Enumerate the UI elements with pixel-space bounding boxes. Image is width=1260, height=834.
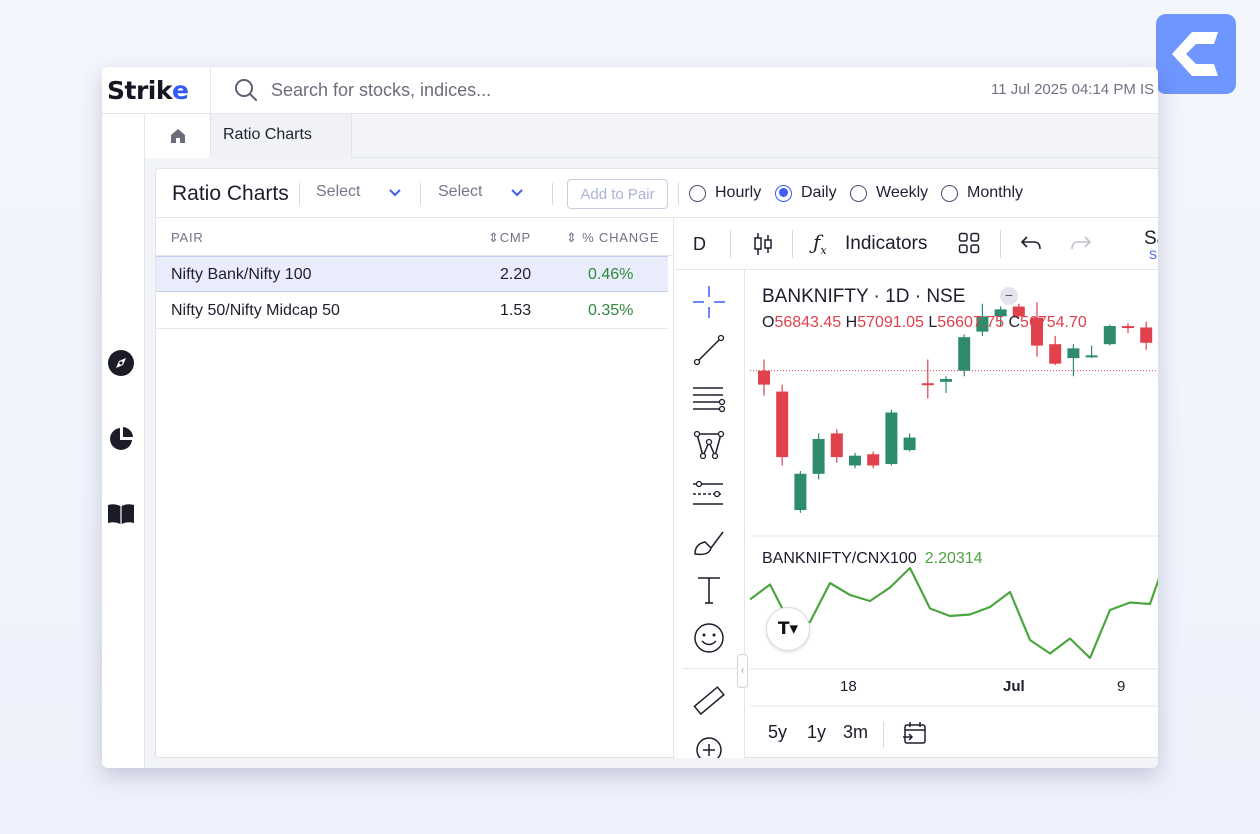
radio-daily[interactable]: Daily <box>775 184 837 202</box>
candle-body <box>794 473 807 511</box>
page-title: Ratio Charts <box>172 182 289 205</box>
left-sidebar <box>102 114 145 768</box>
candle-body <box>958 337 971 371</box>
strike-app-logo <box>1156 14 1236 94</box>
drawing-toolbar: ‹ <box>675 270 748 758</box>
layout-grid-icon[interactable] <box>958 232 980 260</box>
tradingview-icon: T▾ <box>777 619 799 639</box>
collapse-toolbar-handle[interactable]: ‹ <box>737 654 748 688</box>
datetime-display: 11 Jul 2025 04:14 PM IS <box>991 81 1155 98</box>
chevron-down-icon[interactable] <box>388 188 402 198</box>
tabs-bar: Ratio Charts <box>145 114 1158 158</box>
main-content: Ratio Charts Select Select Add to Pair H… <box>145 158 1158 768</box>
interval-button[interactable]: D <box>693 234 706 254</box>
indicators-button[interactable]: Indicators <box>845 233 928 254</box>
ruler-icon[interactable] <box>691 684 727 720</box>
x-tick-label: 18 <box>840 678 857 695</box>
candle-body <box>1122 326 1134 329</box>
radio-hourly[interactable]: Hourly <box>689 184 761 202</box>
compass-icon[interactable] <box>107 349 135 382</box>
candles-icon[interactable] <box>753 231 773 263</box>
range-1y-button[interactable]: 1y <box>807 722 827 742</box>
candle-body <box>903 437 916 451</box>
tradingview-logo[interactable]: T▾ <box>766 607 810 651</box>
pie-chart-icon[interactable] <box>107 425 135 458</box>
candle-body <box>1103 326 1116 345</box>
col-header-pair[interactable]: PAIR <box>171 230 204 245</box>
tradingview-chart: D ƒx Indicators <box>675 218 1158 758</box>
home-icon <box>170 129 185 143</box>
search-input[interactable] <box>271 78 871 102</box>
chart-plot-area: BANKNIFTY · 1D · NSE − O56843.45 H57091.… <box>750 274 1158 758</box>
tab-ratio-charts[interactable]: Ratio Charts <box>211 114 352 158</box>
candle-body <box>1031 317 1043 346</box>
candle-body <box>812 438 825 474</box>
sort-icon: ⇕ <box>488 230 500 245</box>
function-icon[interactable]: ƒx <box>813 230 827 257</box>
brand-logo[interactable]: Stri k e <box>102 67 211 114</box>
emoji-icon[interactable] <box>691 620 727 656</box>
col-header-change[interactable]: ⇕ % CHANGE <box>566 230 660 245</box>
search-icon[interactable] <box>233 77 259 108</box>
candle-body <box>830 433 843 458</box>
range-5y-button[interactable]: 5y <box>768 722 788 742</box>
select-first-symbol[interactable]: Select <box>316 183 361 200</box>
trend-line-icon[interactable] <box>691 332 727 368</box>
zoom-in-icon[interactable] <box>691 732 727 758</box>
pairs-table: PAIR ⇕CMP ⇕ % CHANGE Nifty Bank/Nifty 10… <box>156 218 674 758</box>
redo-icon[interactable] <box>1070 233 1092 259</box>
chevron-down-icon[interactable] <box>510 188 524 198</box>
home-tab[interactable] <box>145 114 211 158</box>
candle-body <box>1012 306 1025 317</box>
candle-body <box>849 455 861 466</box>
col-header-cmp[interactable]: ⇕CMP <box>488 230 531 245</box>
chart-toolbar: D ƒx Indicators <box>675 218 1158 270</box>
radio-monthly[interactable]: Monthly <box>941 184 1023 202</box>
book-icon[interactable] <box>107 500 135 533</box>
candle-body <box>1085 355 1098 358</box>
candle-body <box>776 391 789 458</box>
x-tick-label: 9 <box>1117 678 1126 695</box>
controls-bar: Ratio Charts Select Select Add to Pair H… <box>156 169 1158 218</box>
go-to-date-icon[interactable] <box>902 720 928 751</box>
ohlc-values: O56843.45 H57091.05 L56607.75 C56754.70 <box>762 314 1087 331</box>
ratio-series-label: BANKNIFTY/CNX100 2.20314 <box>762 550 983 567</box>
forecast-tool-icon[interactable] <box>691 476 727 512</box>
candle-body <box>1067 348 1080 359</box>
candle-body <box>976 316 989 332</box>
table-row[interactable]: Nifty 50/Nifty Midcap 50 1.53 0.35% <box>156 293 668 329</box>
add-to-pair-button[interactable]: Add to Pair <box>567 179 668 209</box>
candle-body <box>940 379 952 382</box>
candle-body <box>994 309 1007 317</box>
select-second-symbol[interactable]: Select <box>438 183 483 200</box>
table-row[interactable]: Nifty Bank/Nifty 100 2.20 0.46% <box>156 256 668 292</box>
candle-body <box>1049 344 1062 364</box>
candle-body <box>921 383 934 386</box>
price-chart-svg[interactable] <box>750 274 1158 758</box>
undo-icon[interactable] <box>1020 233 1042 259</box>
fib-retracement-icon[interactable] <box>691 380 727 416</box>
ratio-series-line <box>750 566 1158 660</box>
pattern-tool-icon[interactable] <box>691 428 727 464</box>
candle-body <box>885 412 898 465</box>
brush-icon[interactable] <box>691 524 727 560</box>
save-sub-label: S <box>1149 248 1158 262</box>
candle-body <box>1140 327 1153 343</box>
ratio-charts-panel: Ratio Charts Select Select Add to Pair H… <box>155 168 1158 758</box>
x-tick-label: Jul <box>1003 678 1025 695</box>
candle-body <box>867 454 880 466</box>
save-button[interactable]: Sa <box>1144 228 1158 249</box>
text-tool-icon[interactable] <box>691 572 727 608</box>
chart-symbol-title: BANKNIFTY · 1D · NSE <box>762 286 966 307</box>
sort-icon: ⇕ <box>566 230 578 245</box>
range-3m-button[interactable]: 3m <box>843 722 869 742</box>
table-header: PAIR ⇕CMP ⇕ % CHANGE <box>156 218 674 256</box>
collapse-legend-icon[interactable]: − <box>1000 287 1018 305</box>
crosshair-icon[interactable] <box>691 284 727 320</box>
candle-body <box>758 370 770 385</box>
radio-weekly[interactable]: Weekly <box>850 184 928 202</box>
